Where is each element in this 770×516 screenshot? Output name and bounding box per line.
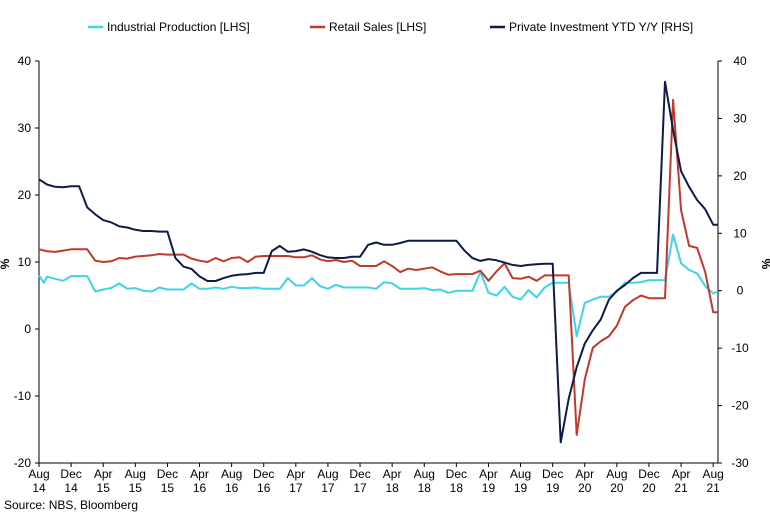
x-tick-month: Aug xyxy=(606,467,627,481)
x-tick-year: 14 xyxy=(32,481,46,495)
source-note: Source: NBS, Bloomberg xyxy=(4,498,139,512)
x-tick-month: Dec xyxy=(157,467,178,481)
series-line-2 xyxy=(38,98,718,436)
x-tick-year: 15 xyxy=(161,481,175,495)
x-tick-year: 19 xyxy=(514,481,528,495)
right-tick-label: 40 xyxy=(733,54,747,68)
x-tick-month: Aug xyxy=(510,467,531,481)
x-tick-year: 16 xyxy=(225,481,239,495)
x-tick-month: Dec xyxy=(638,467,659,481)
x-tick-month: Apr xyxy=(383,467,402,481)
left-axis-ticks: 40 30 20 10 0 -10 -20 xyxy=(14,54,39,470)
x-tick-year: 21 xyxy=(674,481,688,495)
legend-label-3: Private Investment YTD Y/Y [RHS] xyxy=(509,20,693,34)
x-tick-month: Aug xyxy=(414,467,435,481)
legend: Industrial Production [LHS] Retail Sales … xyxy=(88,20,693,34)
x-tick-year: 16 xyxy=(257,481,271,495)
left-tick-label: 0 xyxy=(24,322,31,336)
right-tick-label: 20 xyxy=(733,169,747,183)
x-tick-month: Aug xyxy=(28,467,49,481)
series-line-3 xyxy=(38,80,718,444)
left-tick-label: 10 xyxy=(18,255,32,269)
x-tick-year: 18 xyxy=(385,481,399,495)
series-layer xyxy=(38,80,719,444)
right-tick-label: 30 xyxy=(733,111,747,125)
x-tick-year: 17 xyxy=(289,481,303,495)
right-tick-label: -10 xyxy=(731,341,749,355)
right-tick-label: 10 xyxy=(733,226,747,240)
x-tick-month: Aug xyxy=(317,467,338,481)
left-tick-label: -20 xyxy=(14,456,32,470)
axes xyxy=(38,61,719,464)
x-tick-month: Apr xyxy=(190,467,209,481)
x-tick-year: 14 xyxy=(64,481,78,495)
x-tick-year: 15 xyxy=(129,481,143,495)
x-tick-month: Dec xyxy=(446,467,467,481)
left-tick-label: 40 xyxy=(18,54,32,68)
legend-label-2: Retail Sales [LHS] xyxy=(329,20,426,34)
x-tick-year: 21 xyxy=(707,481,721,495)
x-tick-month: Apr xyxy=(672,467,691,481)
left-tick-label: 30 xyxy=(18,121,32,135)
x-tick-year: 19 xyxy=(546,481,560,495)
x-tick-year: 17 xyxy=(321,481,335,495)
x-tick-month: Dec xyxy=(253,467,274,481)
x-tick-year: 16 xyxy=(193,481,207,495)
legend-label-1: Industrial Production [LHS] xyxy=(107,20,250,34)
right-tick-label: -30 xyxy=(731,456,749,470)
right-tick-label: -20 xyxy=(731,399,749,413)
series-line-1 xyxy=(38,233,719,338)
x-tick-month: Dec xyxy=(60,467,81,481)
x-tick-month: Dec xyxy=(349,467,370,481)
x-tick-year: 20 xyxy=(610,481,624,495)
x-tick-year: 18 xyxy=(418,481,432,495)
x-tick-month: Dec xyxy=(542,467,563,481)
x-tick-year: 17 xyxy=(353,481,367,495)
x-tick-month: Apr xyxy=(94,467,113,481)
left-tick-label: -10 xyxy=(14,389,32,403)
x-tick-month: Apr xyxy=(286,467,305,481)
x-tick-year: 19 xyxy=(482,481,496,495)
x-tick-month: Apr xyxy=(575,467,594,481)
x-tick-year: 20 xyxy=(578,481,592,495)
x-tick-month: Aug xyxy=(125,467,146,481)
x-tick-month: Apr xyxy=(479,467,498,481)
x-tick-year: 20 xyxy=(642,481,656,495)
right-axis-ticks: 40 30 20 10 0 -10 -20 -30 xyxy=(718,54,749,470)
left-axis-label: % xyxy=(0,258,12,269)
right-tick-label: 0 xyxy=(737,284,744,298)
x-tick-month: Aug xyxy=(703,467,724,481)
x-tick-year: 15 xyxy=(97,481,111,495)
x-tick-month: Aug xyxy=(221,467,242,481)
left-tick-label: 20 xyxy=(18,188,32,202)
x-tick-year: 18 xyxy=(450,481,464,495)
right-axis-label: % xyxy=(759,259,770,270)
x-axis-ticks: Aug14Dec14Apr15Aug15Dec15Apr16Aug16Dec16… xyxy=(28,463,724,495)
